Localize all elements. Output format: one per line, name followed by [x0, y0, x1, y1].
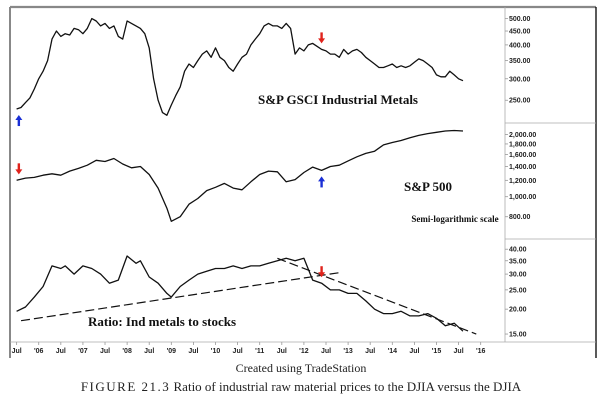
- x-tick-label: '10: [211, 348, 221, 355]
- panel-1: 500.00 450.00 400.00 350.00 300.00 250.00 S&P …: [15, 16, 531, 127]
- figure-number: FIGURE 21.3: [80, 379, 171, 394]
- x-axis: Jul '06 Jul '07 Jul '08 Jul '09 Jul '10 Jul '11 Jul '…: [12, 342, 486, 355]
- panel-title: Ratio: Ind metals to stocks: [88, 314, 236, 329]
- panel-2: 2,000.00 1,800.00 1,600.00 1,400.00 1,200.00…: [15, 129, 536, 224]
- y-tick-label: 400.00: [509, 42, 531, 49]
- panel-3: 40.00 35.00 30.00 25.00 20.00 15.00 Ratio: Ind…: [16, 247, 527, 339]
- y-tick-label: 20.00: [509, 307, 527, 314]
- x-tick-label: Jul: [12, 348, 22, 355]
- x-tick-label: '06: [34, 348, 44, 355]
- x-tick-label: '09: [167, 348, 177, 355]
- series-line: [16, 17, 464, 116]
- figure-caption-text: Ratio of industrial raw material prices …: [173, 379, 522, 394]
- x-tick-label: Jul: [365, 348, 375, 355]
- x-tick-label: '11: [255, 348, 264, 355]
- chart-area: 500.00 450.00 400.00 350.00 300.00 250.00 S&P …: [9, 5, 597, 358]
- panel-title: S&P GSCI Industrial Metals: [258, 92, 418, 107]
- trendline: [20, 272, 340, 322]
- credit-text: Created using TradeStation: [235, 361, 367, 375]
- x-tick-label: Jul: [100, 348, 110, 355]
- x-tick-label: Jul: [321, 348, 331, 355]
- x-tick-label: '13: [343, 348, 353, 355]
- down-arrow-icon: [318, 32, 326, 44]
- y-tick-label: 35.00: [509, 258, 527, 265]
- y-tick-label: 40.00: [509, 247, 527, 254]
- y-tick-label: 30.00: [509, 272, 527, 279]
- y-tick-label: 350.00: [509, 58, 531, 65]
- chart-frame: [9, 5, 597, 358]
- y-tick-label: 15.00: [509, 332, 527, 339]
- up-arrow-icon: [15, 115, 23, 127]
- trendline: [277, 257, 477, 335]
- x-tick-label: '08: [122, 348, 132, 355]
- y-tick-label: 1,000.00: [509, 194, 536, 201]
- y-tick-label: 300.00: [509, 76, 531, 83]
- y-tick-label: 1,200.00: [509, 178, 536, 185]
- x-tick-label: Jul: [188, 348, 198, 355]
- x-tick-label: '14: [388, 348, 398, 355]
- x-tick-label: '07: [78, 348, 88, 355]
- y-tick-label: 25.00: [509, 287, 527, 294]
- x-tick-label: Jul: [277, 348, 287, 355]
- x-tick-label: Jul: [144, 348, 154, 355]
- panel-title: S&P 500: [404, 179, 452, 194]
- down-arrow-icon: [318, 266, 326, 278]
- x-tick-label: '15: [432, 348, 442, 355]
- series-line: [16, 129, 464, 222]
- x-tick-label: '12: [299, 348, 309, 355]
- x-tick-label: '16: [476, 348, 486, 355]
- series-line: [16, 255, 464, 332]
- y-tick-label: 500.00: [509, 16, 531, 23]
- y-tick-label: 800.00: [509, 214, 531, 221]
- y-tick-label: 1,800.00: [509, 141, 536, 148]
- up-arrow-icon: [318, 176, 326, 188]
- y-tick-label: 2,000.00: [509, 132, 536, 139]
- y-tick-label: 1,600.00: [509, 152, 536, 159]
- x-tick-label: Jul: [233, 348, 243, 355]
- y-tick-label: 1,400.00: [509, 164, 536, 171]
- x-tick-label: Jul: [454, 348, 464, 355]
- y-tick-label: 450.00: [509, 29, 531, 36]
- x-tick-label: Jul: [409, 348, 419, 355]
- x-tick-label: Jul: [56, 348, 66, 355]
- down-arrow-icon: [15, 163, 23, 175]
- scale-note: Semi-logarithmic scale: [411, 214, 498, 224]
- y-tick-label: 250.00: [509, 98, 531, 105]
- figure-caption: FIGURE 21.3 Ratio of industrial raw mate…: [0, 379, 602, 395]
